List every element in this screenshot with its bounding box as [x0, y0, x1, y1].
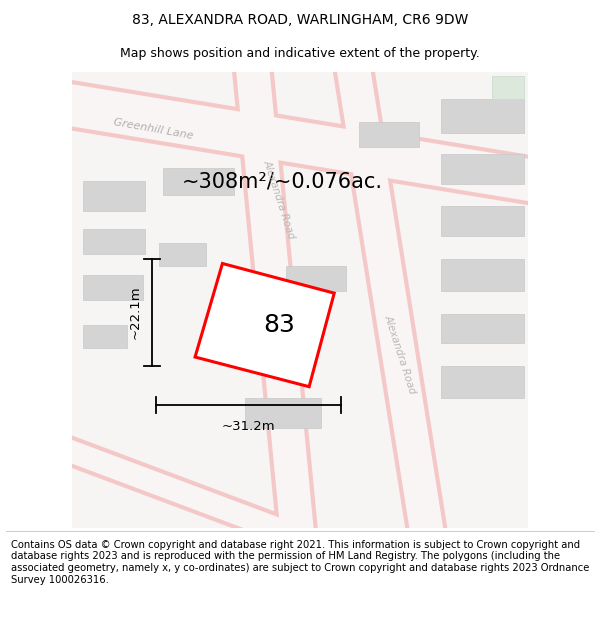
Polygon shape: [83, 325, 127, 348]
Polygon shape: [83, 229, 145, 254]
Polygon shape: [442, 259, 524, 291]
Polygon shape: [83, 275, 143, 300]
Polygon shape: [442, 314, 524, 343]
Text: Map shows position and indicative extent of the property.: Map shows position and indicative extent…: [120, 48, 480, 61]
Polygon shape: [442, 99, 524, 134]
Text: Alexandra Road: Alexandra Road: [383, 314, 418, 396]
Polygon shape: [442, 154, 524, 184]
Polygon shape: [491, 76, 524, 99]
Polygon shape: [245, 398, 320, 428]
Polygon shape: [442, 206, 524, 236]
Text: Contains OS data © Crown copyright and database right 2021. This information is : Contains OS data © Crown copyright and d…: [11, 540, 589, 584]
Polygon shape: [158, 243, 206, 266]
Text: ~22.1m: ~22.1m: [128, 286, 142, 339]
Polygon shape: [195, 264, 334, 387]
Polygon shape: [83, 181, 145, 211]
Text: ~308m²/~0.076ac.: ~308m²/~0.076ac.: [181, 171, 382, 191]
Text: 83, ALEXANDRA ROAD, WARLINGHAM, CR6 9DW: 83, ALEXANDRA ROAD, WARLINGHAM, CR6 9DW: [132, 13, 468, 27]
Polygon shape: [359, 122, 419, 147]
Text: 83: 83: [263, 313, 295, 337]
Polygon shape: [442, 366, 524, 398]
Text: Greenhill Lane: Greenhill Lane: [113, 117, 194, 141]
Polygon shape: [286, 266, 346, 291]
Polygon shape: [163, 168, 234, 195]
Text: Alexandra Road: Alexandra Road: [262, 159, 297, 241]
Text: ~31.2m: ~31.2m: [222, 419, 275, 432]
